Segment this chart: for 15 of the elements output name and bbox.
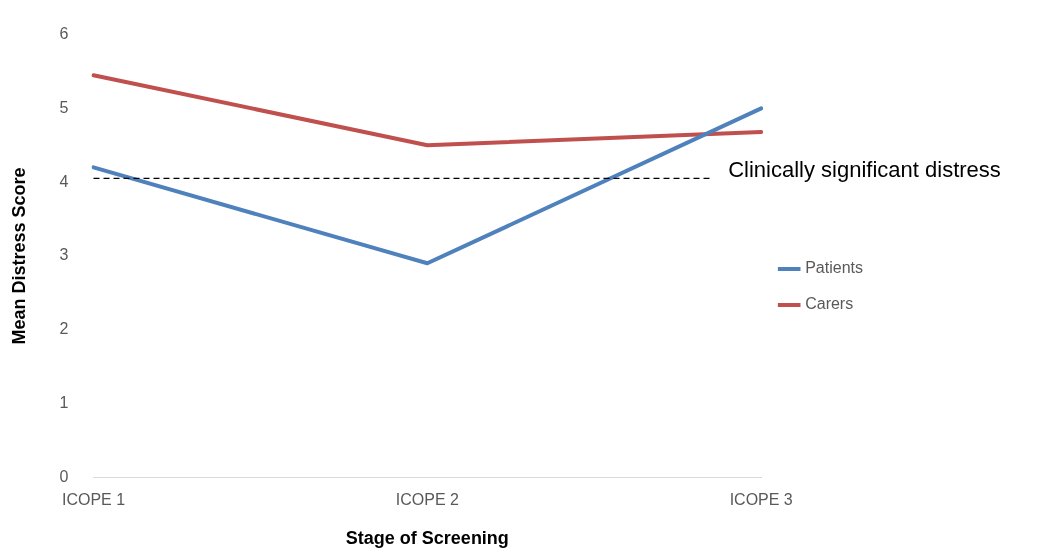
- legend-label: Patients: [805, 259, 863, 277]
- y-axis-title: Mean Distress Score: [8, 167, 29, 345]
- x-tick-label: ICOPE 2: [395, 491, 460, 509]
- y-tick-label: 3: [59, 246, 69, 264]
- x-tick-label: ICOPE 1: [61, 491, 126, 509]
- y-tick-label: 2: [59, 320, 69, 338]
- y-tick-label: 4: [59, 172, 69, 190]
- x-axis-title: Stage of Screening: [345, 528, 509, 549]
- legend-label: Carers: [805, 295, 854, 313]
- y-tick-label: 6: [59, 25, 69, 43]
- y-tick-label: 0: [59, 467, 69, 485]
- y-tick-label: 5: [59, 98, 69, 116]
- ref-line-label: Clinically significant distress: [728, 156, 1001, 182]
- x-tick-label: ICOPE 3: [729, 491, 793, 509]
- y-tick-label: 1: [59, 393, 69, 411]
